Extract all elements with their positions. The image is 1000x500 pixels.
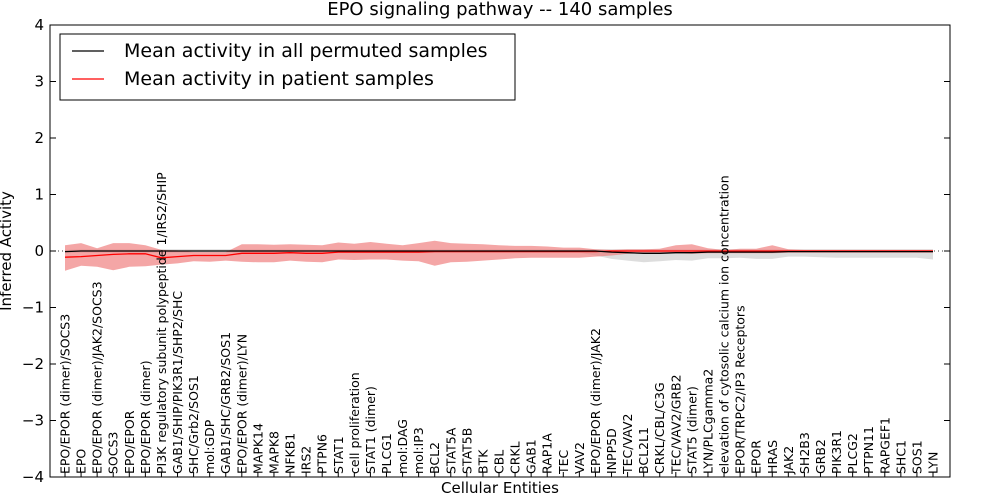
x-tick-label: PI3K regulatory subunit polypeptide 1/IR… bbox=[154, 172, 169, 474]
confidence-band-1 bbox=[65, 240, 933, 271]
x-tick-label: NFKB1 bbox=[283, 433, 298, 474]
x-tick-label: MAPK8 bbox=[266, 431, 281, 474]
x-tick-label: GAB1/SHC/GRB2/SOS1 bbox=[218, 332, 233, 474]
y-tick-label: 4 bbox=[34, 16, 44, 34]
chart-title: EPO signaling pathway -- 140 samples bbox=[327, 0, 673, 20]
x-tick-label: TEC/VAV2/GRB2 bbox=[668, 374, 683, 475]
y-tick-label: 0 bbox=[34, 242, 44, 260]
x-tick-label: STAT5B bbox=[459, 428, 474, 474]
x-tick-label: MAPK14 bbox=[250, 423, 265, 474]
x-tick-label: CRKL/CBL/C3G bbox=[652, 382, 667, 474]
x-tick-label: RAPGEF1 bbox=[877, 417, 892, 474]
x-tick-label: STAT5A bbox=[443, 427, 458, 474]
x-tick-label: PLCG2 bbox=[845, 433, 860, 474]
y-axis-title: Inferred Activity bbox=[0, 191, 15, 311]
legend-label-patient: Mean activity in patient samples bbox=[124, 68, 434, 90]
x-tick-label: mol:IP3 bbox=[411, 427, 426, 474]
x-tick-label: EPO/EPOR (dimer) bbox=[138, 360, 153, 474]
legend-box bbox=[59, 33, 516, 101]
x-tick-label: PTPN6 bbox=[315, 434, 330, 474]
x-tick-label: STAT5 (dimer) bbox=[684, 386, 699, 474]
x-tick-label: IRS2 bbox=[299, 446, 314, 474]
x-tick-label: LYN/PLCgamma2 bbox=[700, 369, 715, 474]
x-axis-title: Cellular Entities bbox=[441, 479, 559, 497]
x-tick-label: BCL2 bbox=[427, 442, 442, 474]
x-tick-label: SOCS3 bbox=[106, 432, 121, 474]
x-tick-label: PIK3R1 bbox=[829, 430, 844, 474]
x-tick-label: LYN bbox=[926, 452, 941, 474]
x-tick-label: BTK bbox=[475, 449, 490, 474]
x-tick-label: elevation of cytosolic calcium ion conce… bbox=[717, 175, 732, 474]
x-tick-label: EPO/EPOR (dimer)/JAK2/SOCS3 bbox=[90, 281, 105, 474]
x-tick-label: SHC1 bbox=[893, 440, 908, 474]
x-tick-label: EPO/EPOR (dimer)/JAK2 bbox=[588, 328, 603, 474]
x-tick-label: TEC/VAV2 bbox=[620, 414, 635, 475]
x-tick-label: SHC/Grb2/SOS1 bbox=[186, 375, 201, 474]
x-tick-label: CRKL bbox=[508, 441, 523, 474]
series-line-0 bbox=[64, 250, 933, 254]
y-tick-label: 3 bbox=[34, 73, 44, 91]
y-tick-label: −2 bbox=[22, 355, 44, 373]
x-tick-label: SH2B3 bbox=[797, 432, 812, 474]
series-lines bbox=[64, 250, 933, 259]
x-tick-label: SOS1 bbox=[909, 440, 924, 474]
y-tick-label: −3 bbox=[22, 412, 44, 430]
y-tick-label: −1 bbox=[22, 299, 44, 317]
x-tick-label: INPP5D bbox=[604, 428, 619, 474]
x-axis: EPO/EPOR (dimer)/SOCS3 EPO EPO/EPOR (dimer… bbox=[58, 172, 941, 477]
x-tick-label: GAB1/SHIP/PIK3R1/SHP2/SHC bbox=[170, 291, 185, 474]
y-tick-label: −4 bbox=[22, 468, 44, 486]
y-axis: −4 −3 −2 −1 0 1 2 3 4 bbox=[22, 16, 950, 486]
y-tick-label: 1 bbox=[34, 186, 44, 204]
x-tick-label: EPOR/TRPC2/IP3 Receptors bbox=[733, 305, 748, 474]
x-tick-label: CBL bbox=[492, 450, 507, 474]
x-tick-label: RAP1A bbox=[540, 433, 555, 474]
x-tick-label: VAV2 bbox=[572, 442, 587, 474]
x-tick-label: GRB2 bbox=[813, 439, 828, 474]
x-tick-label: HRAS bbox=[765, 440, 780, 474]
x-tick-label: PLCG1 bbox=[379, 433, 394, 474]
y-tick-label: 2 bbox=[34, 129, 44, 147]
x-tick-label: STAT1 bbox=[331, 436, 346, 474]
x-tick-label: GAB1 bbox=[524, 439, 539, 474]
x-tick-label: TEC bbox=[556, 449, 571, 475]
legend: Mean activity in all permuted samples Me… bbox=[59, 33, 516, 101]
x-tick-label: mol:DAG bbox=[395, 419, 410, 474]
x-tick-label: cell proliferation bbox=[347, 372, 362, 474]
x-tick-label: STAT1 (dimer) bbox=[363, 386, 378, 474]
x-tick-label: PTPN11 bbox=[861, 426, 876, 474]
x-tick-label: EPO/EPOR bbox=[122, 410, 137, 474]
x-tick-label: BCL2L1 bbox=[636, 427, 651, 474]
x-tick-label: EPO/EPOR (dimer)/SOCS3 bbox=[58, 314, 73, 474]
x-tick-label: EPO bbox=[74, 449, 89, 474]
x-tick-label: JAK2 bbox=[781, 446, 796, 475]
x-tick-label: EPOR bbox=[749, 440, 764, 474]
legend-label-permuted: Mean activity in all permuted samples bbox=[124, 40, 487, 62]
x-tick-label: mol:GDP bbox=[202, 419, 217, 474]
x-tick-label: EPO/EPOR (dimer)/LYN bbox=[234, 334, 249, 474]
